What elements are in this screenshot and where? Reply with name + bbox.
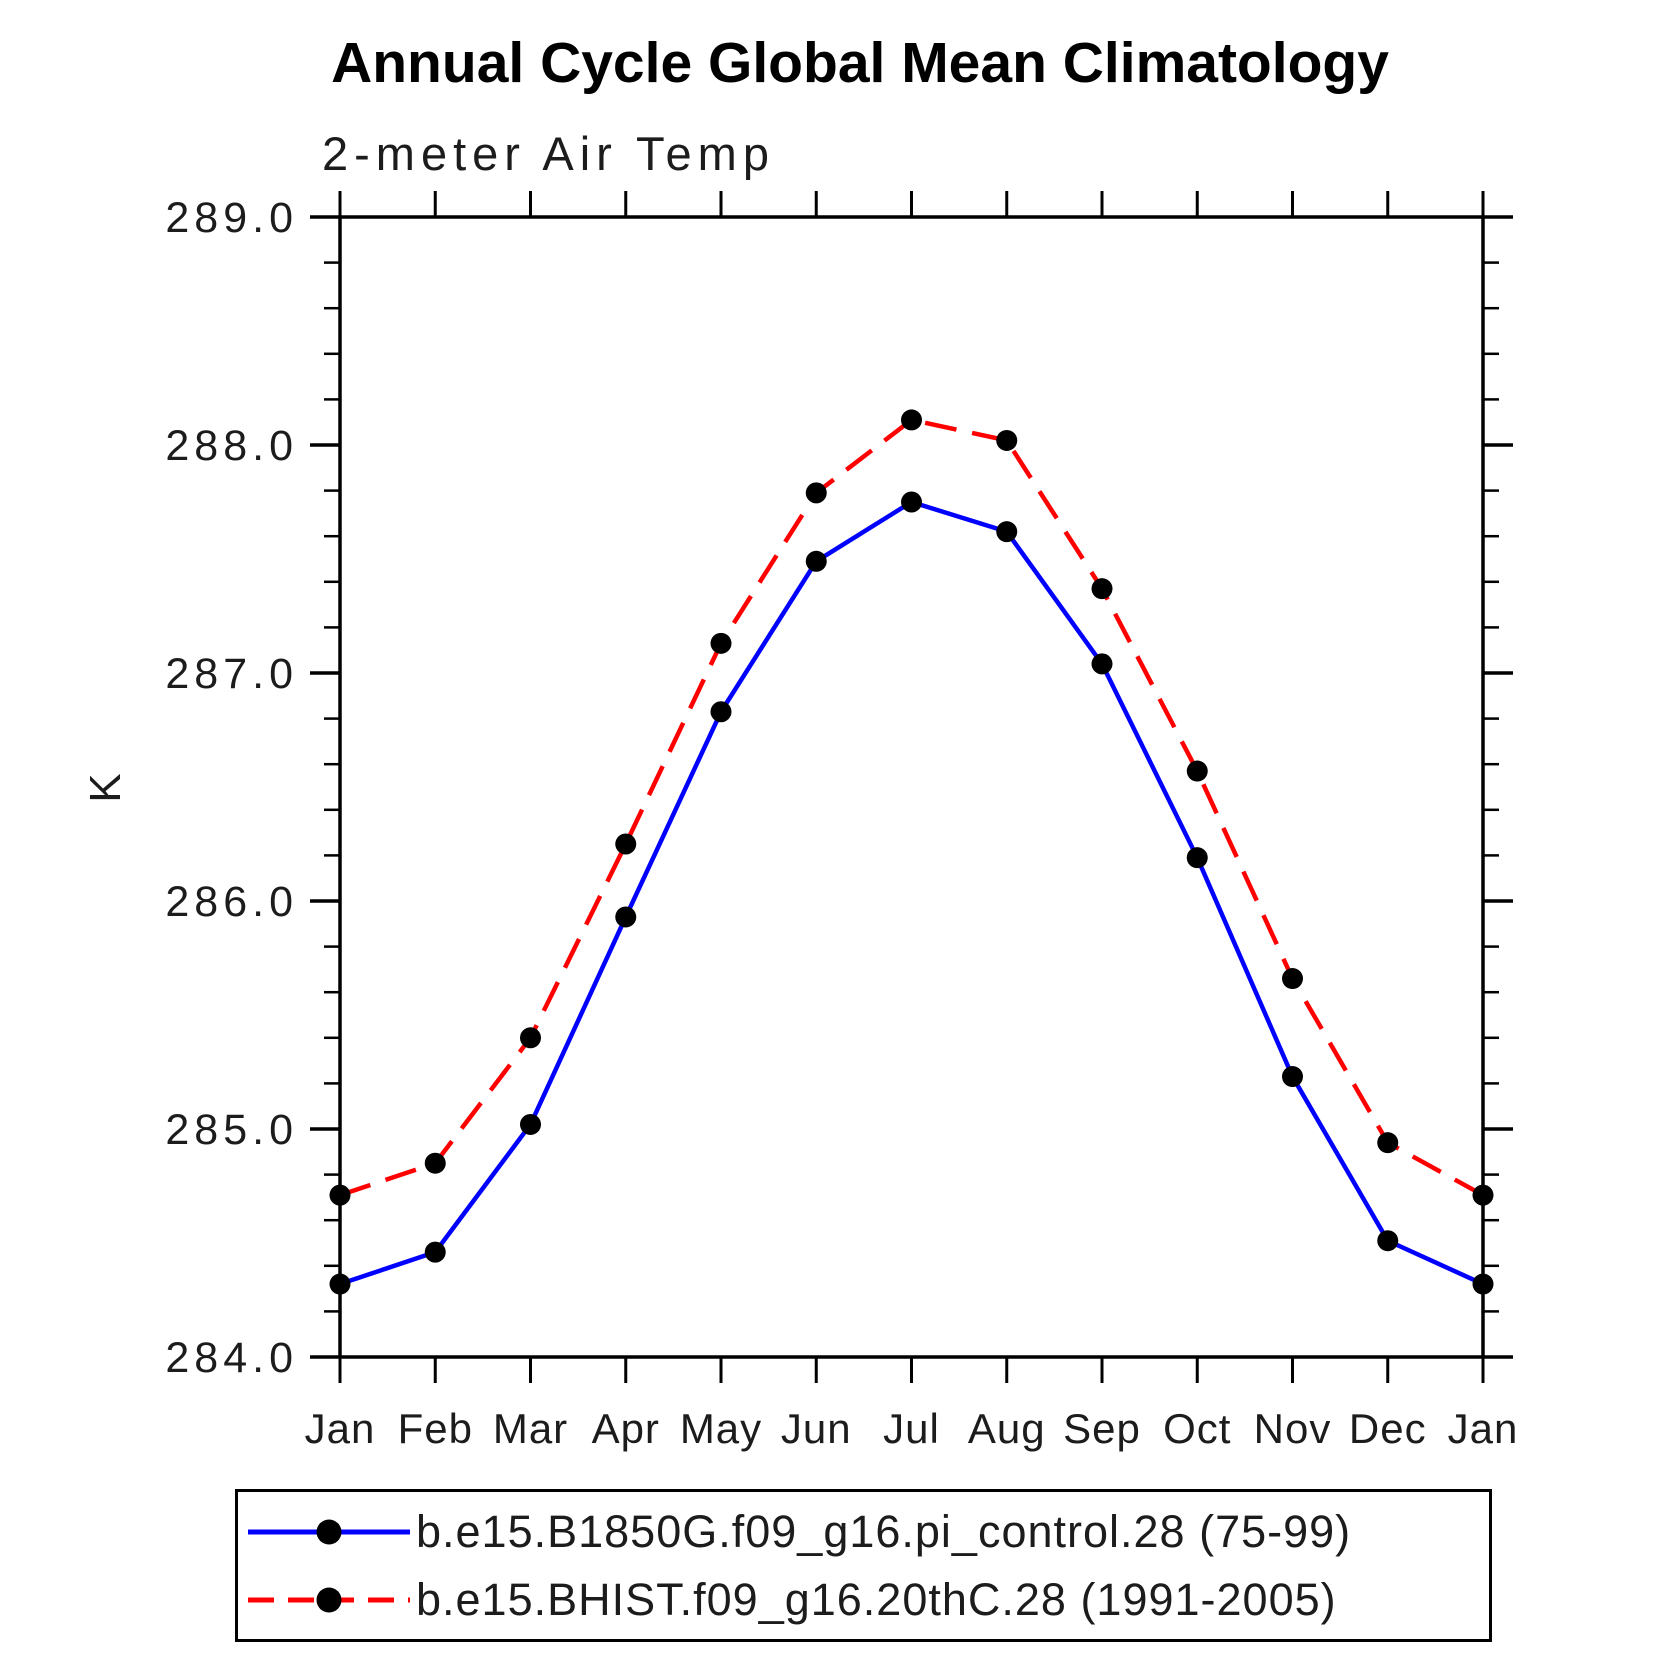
series-line-1	[339, 417, 1485, 1198]
axis-ticks	[310, 191, 1513, 1383]
x-tick-label: Jan	[305, 1405, 376, 1452]
x-tick-label: Jun	[781, 1405, 852, 1452]
data-point	[1282, 1066, 1303, 1088]
data-point	[329, 1184, 351, 1206]
legend-entry-pi-control: b.e15.B1850G.f09_g16.pi_control.28 (75-9…	[238, 1498, 1489, 1566]
chart-subtitle: 2-meter Air Temp	[322, 127, 775, 180]
data-point	[1472, 1273, 1494, 1295]
x-tick-label: Nov	[1254, 1405, 1332, 1452]
plot-frame	[338, 215, 1485, 1359]
x-tick-label: Feb	[398, 1405, 473, 1452]
data-point	[329, 1273, 351, 1295]
data-point	[901, 409, 922, 431]
data-point	[1091, 578, 1113, 600]
axis-labels: 284.0 285.0 286.0 287.0 288.0 289.0 Jan Feb Mar A…	[165, 194, 1519, 1452]
legend-entry-bhist: b.e15.BHIST.f09_g16.20thC.28 (1991-2005)	[238, 1566, 1489, 1634]
x-tick-label: Apr	[592, 1405, 660, 1452]
chart-title: Annual Cycle Global Mean Climatology	[331, 31, 1389, 95]
y-tick-label: 288.0	[165, 422, 298, 470]
data-point	[805, 482, 827, 504]
data-point	[1377, 1132, 1399, 1154]
series-markers-0	[329, 491, 1494, 1295]
data-point	[424, 1152, 446, 1174]
data-point	[1186, 760, 1208, 782]
x-tick-label: Mar	[493, 1405, 568, 1452]
series-line-0	[339, 499, 1484, 1287]
data-point	[1091, 653, 1113, 675]
y-tick-label: 287.0	[165, 650, 298, 698]
legend-marker-icon	[316, 1519, 342, 1544]
data-point	[1186, 847, 1208, 869]
data-point	[1282, 968, 1303, 990]
data-point	[520, 1113, 541, 1135]
x-tick-label: Jul	[883, 1405, 940, 1452]
data-point	[996, 429, 1018, 451]
data-point	[710, 632, 732, 654]
y-tick-label: 284.0	[165, 1334, 298, 1382]
data-point	[615, 833, 637, 855]
x-tick-label: Oct	[1163, 1405, 1231, 1452]
y-tick-label: 286.0	[165, 878, 298, 926]
data-point	[1377, 1230, 1399, 1252]
data-point	[901, 491, 922, 513]
x-tick-label: Sep	[1063, 1405, 1141, 1452]
data-point	[424, 1241, 446, 1263]
legend-sample-solid	[248, 1519, 410, 1544]
legend-label-bhist: b.e15.BHIST.f09_g16.20thC.28 (1991-2005)	[416, 1573, 1337, 1625]
data-point	[1472, 1184, 1494, 1206]
data-point	[615, 906, 637, 928]
x-tick-label: May	[680, 1405, 762, 1452]
series-markers-1	[329, 409, 1494, 1206]
data-point	[710, 701, 732, 723]
legend-sample-dashed	[248, 1587, 410, 1612]
y-tick-label: 285.0	[165, 1106, 298, 1154]
data-point	[520, 1027, 541, 1049]
legend-marker-icon	[316, 1587, 342, 1612]
x-tick-label: Jan	[1448, 1405, 1519, 1452]
legend-label-pi-control: b.e15.B1850G.f09_g16.pi_control.28 (75-9…	[416, 1505, 1352, 1557]
chart-canvas: 284.0 285.0 286.0 287.0 288.0 289.0 Jan Feb Mar A…	[165, 191, 1519, 1452]
legend-box: b.e15.B1850G.f09_g16.pi_control.28 (75-9…	[235, 1489, 1492, 1642]
x-tick-label: Dec	[1349, 1405, 1427, 1452]
data-point	[805, 550, 827, 572]
x-tick-label: Aug	[968, 1405, 1046, 1452]
data-point	[996, 521, 1018, 543]
y-tick-label: 289.0	[165, 194, 298, 242]
